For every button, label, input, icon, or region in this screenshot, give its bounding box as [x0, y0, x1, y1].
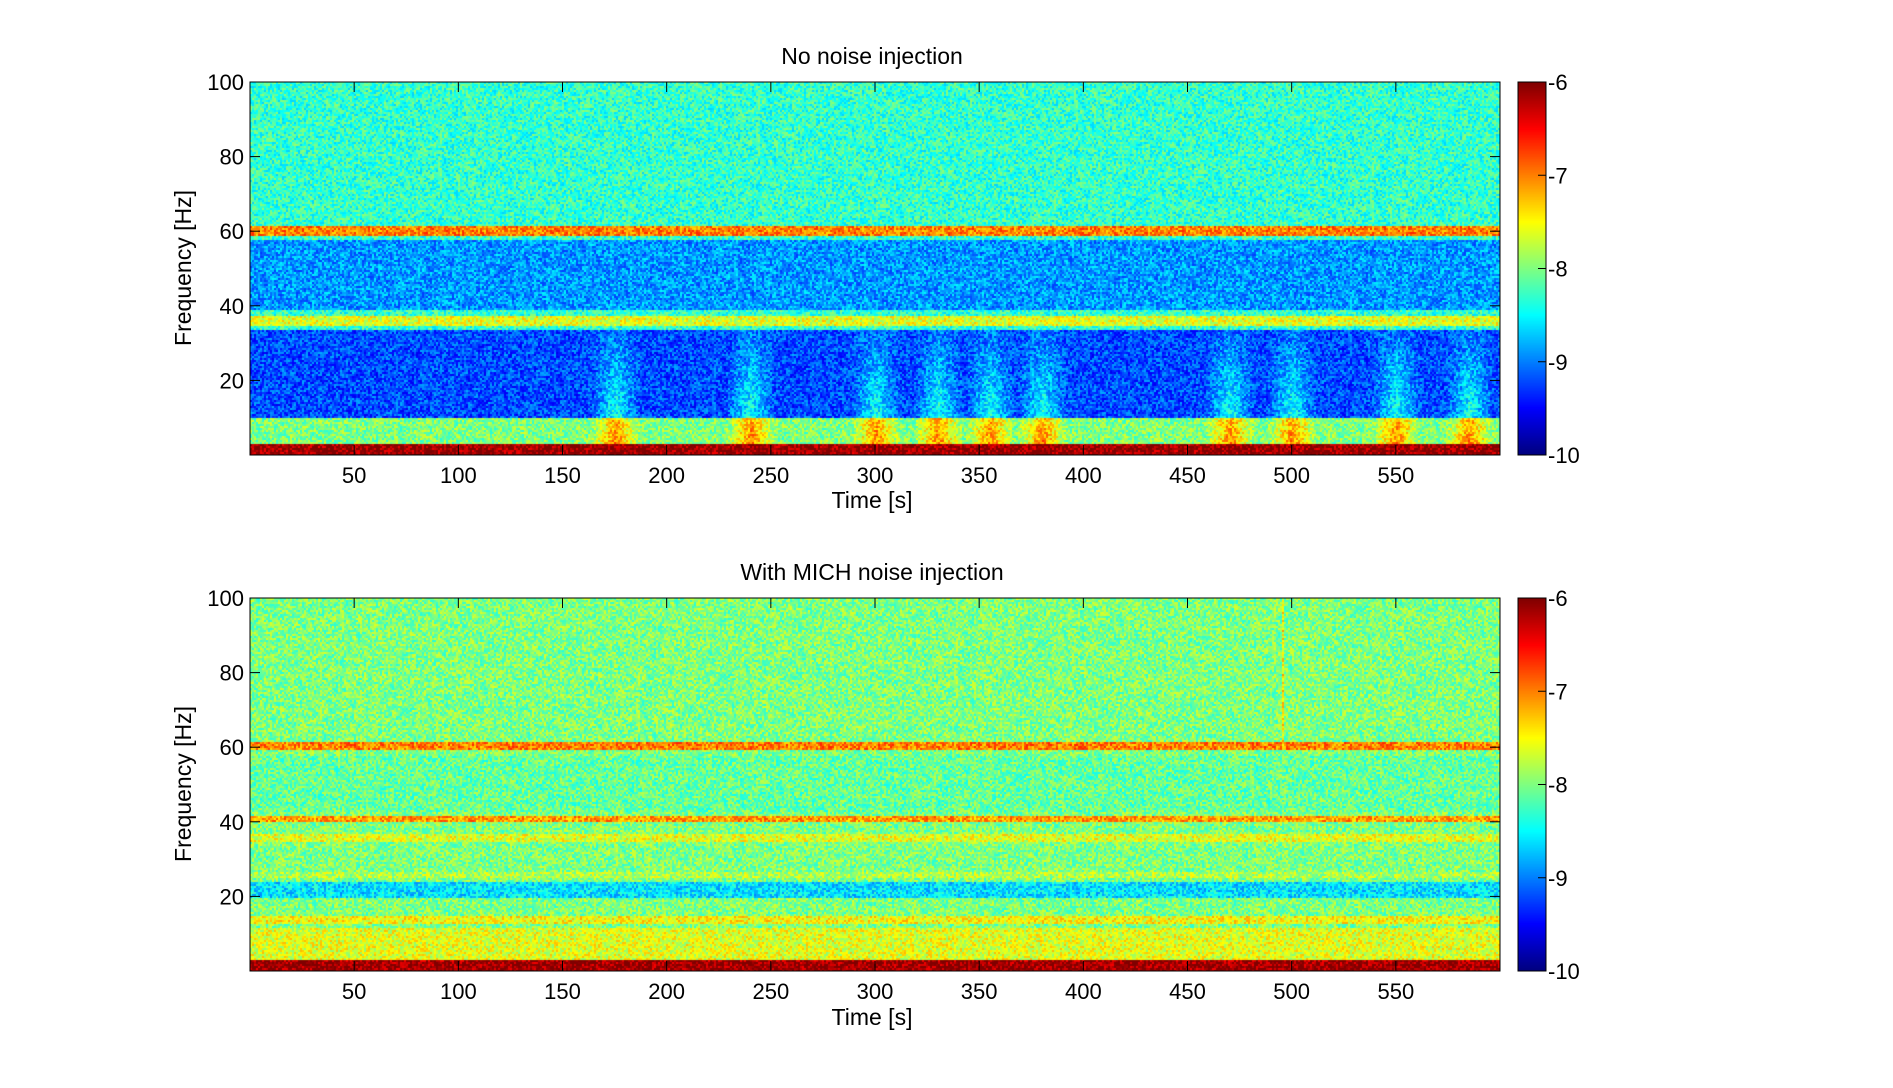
panel-mich-injection: With MICH noise injection 50 100 150 200 250…	[170, 559, 1580, 1030]
x-tick-label: 500	[1273, 979, 1310, 1004]
y-tick-label: 60	[220, 735, 244, 760]
x-tick-label: 550	[1377, 979, 1414, 1004]
y-tick-label: 60	[220, 219, 244, 244]
y-axis-label: Frequency [Hz]	[170, 190, 196, 346]
colorbar-tick-label: -8	[1548, 257, 1568, 282]
spectrogram-image	[250, 598, 1500, 971]
x-axis-ticks: 50 100 150 200 250 300 350 400 450 500 550	[342, 82, 1414, 488]
colorbar-ticks: -6 -7 -8 -9 -10	[1538, 70, 1580, 468]
y-tick-label: 100	[207, 70, 244, 95]
x-axis-label: Time [s]	[832, 487, 913, 513]
x-tick-label: 400	[1065, 979, 1102, 1004]
colorbar-tick-label: -6	[1548, 586, 1568, 611]
x-tick-label: 50	[342, 979, 366, 1004]
x-tick-label: 450	[1169, 463, 1206, 488]
chart-title: With MICH noise injection	[740, 559, 1003, 585]
x-tick-label: 150	[544, 979, 581, 1004]
x-axis-label: Time [s]	[832, 1004, 913, 1030]
y-tick-label: 80	[220, 145, 244, 170]
x-axis-ticks: 50 100 150 200 250 300 350 400 450 500 550	[342, 598, 1414, 1004]
x-tick-label: 150	[544, 463, 581, 488]
panel-no-injection: No noise injection 50 100 150 200 250 300 350 4…	[170, 43, 1580, 513]
x-tick-label: 550	[1377, 463, 1414, 488]
y-tick-label: 20	[220, 884, 244, 909]
y-tick-label: 40	[220, 294, 244, 319]
x-tick-label: 300	[857, 463, 894, 488]
colorbar-tick-label: -10	[1548, 959, 1580, 984]
y-tick-label: 20	[220, 368, 244, 393]
x-tick-label: 100	[440, 463, 477, 488]
y-tick-label: 40	[220, 810, 244, 835]
x-tick-label: 50	[342, 463, 366, 488]
x-tick-label: 250	[752, 463, 789, 488]
x-tick-label: 350	[961, 463, 998, 488]
x-tick-label: 500	[1273, 463, 1310, 488]
colorbar-tick-label: -9	[1548, 350, 1568, 375]
colorbar-ticks: -6 -7 -8 -9 -10	[1538, 586, 1580, 984]
x-tick-label: 200	[648, 979, 685, 1004]
x-tick-label: 250	[752, 979, 789, 1004]
colorbar-tick-label: -6	[1548, 70, 1568, 95]
spectrogram-image	[250, 82, 1500, 455]
y-axis-ticks: 20 40 60 80 100	[207, 70, 1500, 393]
y-tick-label: 80	[220, 661, 244, 686]
y-axis-ticks: 20 40 60 80 100	[207, 586, 1500, 909]
x-tick-label: 350	[961, 979, 998, 1004]
y-tick-label: 100	[207, 586, 244, 611]
colorbar-tick-label: -7	[1548, 163, 1568, 188]
x-tick-label: 400	[1065, 463, 1102, 488]
x-tick-label: 300	[857, 979, 894, 1004]
colorbar-tick-label: -10	[1548, 443, 1580, 468]
x-tick-label: 450	[1169, 979, 1206, 1004]
chart-title: No noise injection	[781, 43, 963, 69]
x-tick-label: 100	[440, 979, 477, 1004]
y-axis-label: Frequency [Hz]	[170, 706, 196, 862]
colorbar-tick-label: -7	[1548, 679, 1568, 704]
colorbar-tick-label: -9	[1548, 866, 1568, 891]
colorbar-tick-label: -8	[1548, 773, 1568, 798]
x-tick-label: 200	[648, 463, 685, 488]
